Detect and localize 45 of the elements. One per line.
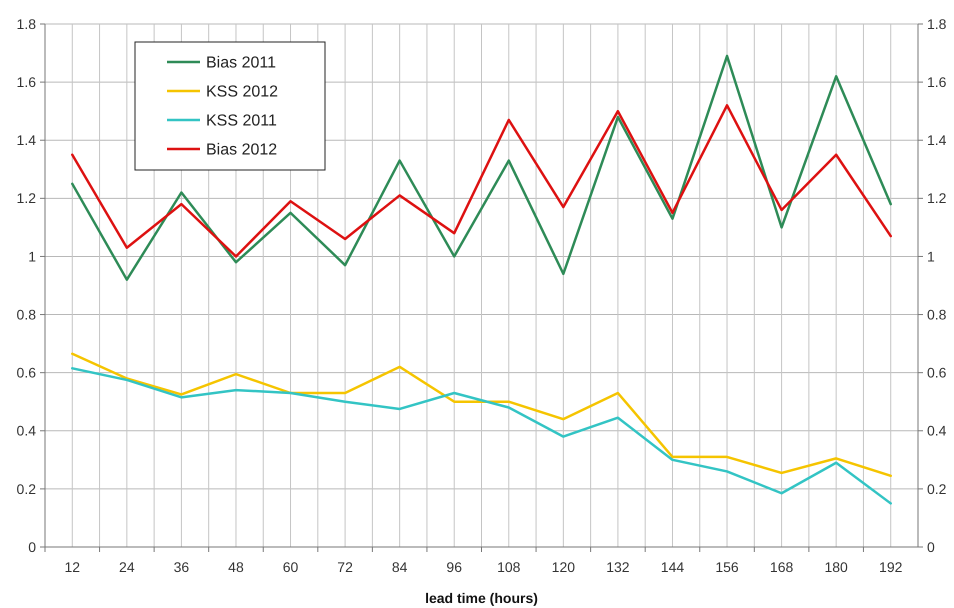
- y-tick-label: 0.4: [16, 422, 36, 439]
- y2-tick-label: 0.6: [927, 364, 947, 381]
- x-tick-label: 132: [606, 559, 630, 575]
- x-tick-label: 192: [879, 559, 903, 575]
- y2-tick-label: 1.4: [927, 132, 947, 148]
- x-tick-label: 24: [119, 559, 135, 575]
- y-tick-label: 0.8: [16, 306, 36, 322]
- legend-label: Bias 2012: [206, 142, 278, 159]
- x-tick-label: 120: [552, 559, 576, 575]
- y2-tick-label: 1.2: [927, 190, 947, 206]
- x-tick-label: 168: [770, 559, 794, 575]
- y-tick-label: 1.8: [16, 16, 36, 32]
- y2-tick-label: 0.2: [927, 480, 947, 497]
- line-series: [71, 367, 892, 505]
- y2-tick-label: 1: [927, 248, 935, 264]
- x-tick-label: 12: [64, 559, 80, 575]
- x-tick-label: 96: [446, 559, 462, 575]
- y-tick-label: 0.6: [16, 364, 36, 381]
- y-tick-label: 1.2: [16, 190, 36, 206]
- x-tick-label: 108: [497, 559, 521, 575]
- y-tick-label: 1.4: [16, 132, 36, 148]
- y2-tick-label: 0.4: [927, 422, 947, 439]
- line-series: [71, 352, 892, 478]
- x-tick-label: 36: [174, 559, 190, 575]
- y2-tick-label: 0: [927, 538, 935, 555]
- x-tick-label: 156: [715, 559, 739, 575]
- legend-label: Bias 2011: [206, 54, 276, 72]
- y2-tick-label: 1.8: [927, 16, 947, 32]
- legend-label: KSS 2011: [206, 112, 277, 130]
- legend-label: KSS 2012: [206, 84, 278, 101]
- y-tick-label: 1: [28, 248, 36, 264]
- y-tick-label: 0.2: [16, 480, 36, 497]
- y2-tick-label: 1.6: [927, 74, 947, 90]
- x-tick-label: 180: [824, 559, 848, 575]
- line-series: [71, 54, 892, 281]
- y2-tick-label: 0.8: [927, 306, 947, 322]
- x-tick-label: 48: [228, 559, 244, 575]
- x-axis-title: lead time (hours): [425, 590, 538, 606]
- x-tick-label: 72: [337, 559, 354, 575]
- y-tick-label: 1.6: [16, 74, 36, 90]
- x-tick-label: 60: [282, 559, 299, 575]
- x-tick-label: 144: [660, 559, 684, 575]
- line-series: [71, 104, 892, 258]
- y-tick-label: 0: [28, 538, 36, 555]
- x-tick-label: 84: [392, 559, 408, 575]
